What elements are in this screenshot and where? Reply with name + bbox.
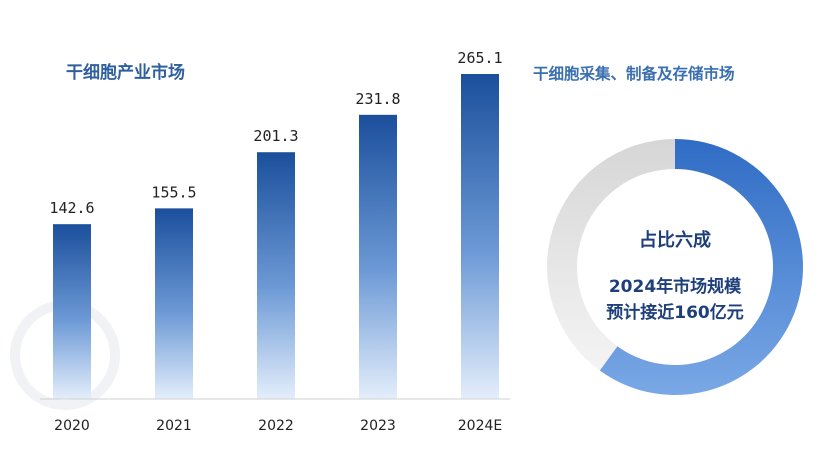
- value-label-2020: 142.6: [49, 199, 94, 217]
- category-label-2021: 2021: [156, 418, 192, 434]
- value-label-2024E: 265.1: [457, 49, 502, 67]
- bar-2023: [359, 114, 397, 399]
- donut-slice-highlight: [599, 139, 803, 396]
- bar-2024E: [461, 74, 499, 399]
- category-label-2020: 2020: [54, 418, 90, 434]
- value-label-2022: 201.3: [253, 127, 298, 145]
- donut-center-headline: 占比六成: [639, 230, 711, 251]
- donut-center-line1: 2024年市场规模: [608, 277, 742, 297]
- bar-2020: [53, 224, 91, 399]
- category-label-2023: 2023: [360, 418, 396, 434]
- donut-chart-title: 干细胞采集、制备及存储市场: [533, 65, 735, 83]
- category-label-2024E: 2024E: [458, 418, 502, 434]
- category-label-2022: 2022: [258, 418, 294, 434]
- donut-center-line2: 预计接近160亿元: [606, 303, 744, 323]
- donut-chart: [547, 139, 803, 396]
- bar-2021: [155, 208, 193, 399]
- value-label-2023: 231.8: [355, 90, 400, 108]
- bar-chart-title: 干细胞产业市场: [66, 63, 185, 83]
- value-label-2021: 155.5: [151, 183, 196, 201]
- donut-slice-remainder: [547, 139, 675, 371]
- bar-2022: [257, 152, 295, 399]
